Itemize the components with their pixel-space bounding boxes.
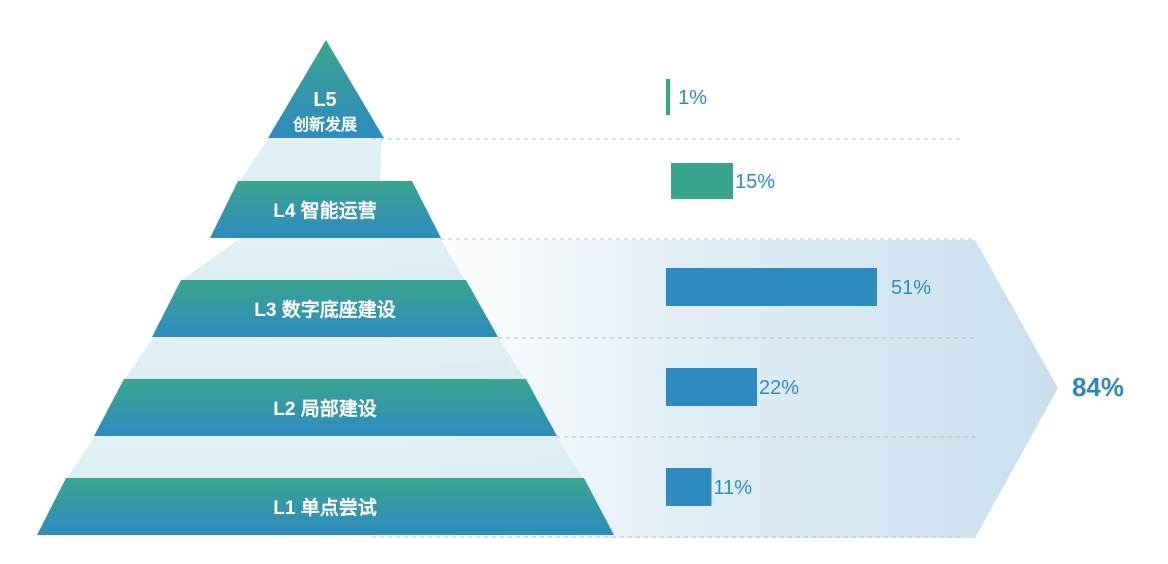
bar-l5 <box>666 79 671 115</box>
bar-l5-value-label: 1% <box>678 87 707 109</box>
tier-l5-code: L5 <box>313 89 336 111</box>
total-label: 84% <box>1072 372 1124 402</box>
pyramid-connectors <box>67 138 583 478</box>
tier-l2 <box>94 379 557 436</box>
tier-l3-label: L3 数字底座建设 <box>254 298 395 321</box>
bar-l2-value-label: 22% <box>759 377 799 399</box>
tier-l4-label: L4 智能运营 <box>273 199 376 222</box>
pyramid <box>37 40 614 535</box>
bar-l3-value-label: 51% <box>891 277 931 299</box>
bar-l1 <box>666 468 712 506</box>
tier-l5-name: 创新发展 <box>292 115 358 134</box>
row-separators <box>372 138 975 538</box>
tier-l4 <box>210 181 441 238</box>
bar-l4 <box>671 163 734 199</box>
tier-l3 <box>152 280 498 337</box>
bar-l1-value-label: 11% <box>714 477 753 499</box>
bar-l2 <box>666 368 758 406</box>
tier-l5 <box>268 40 384 138</box>
bar-l3 <box>666 268 877 306</box>
tier-l1-label: L1 单点尝试 <box>273 496 376 519</box>
bar-l4-value-label: 15% <box>735 171 775 193</box>
tier-l2-label: L2 局部建设 <box>273 397 376 420</box>
tier-l1 <box>37 478 614 535</box>
bars: 1% 15% 51% 22% 11% <box>666 79 931 506</box>
